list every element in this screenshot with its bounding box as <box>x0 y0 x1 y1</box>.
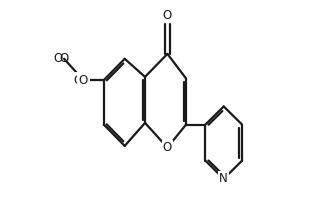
Text: O: O <box>73 74 83 87</box>
Text: O: O <box>163 141 172 154</box>
Text: N: N <box>219 172 228 185</box>
Text: O: O <box>54 52 63 65</box>
Text: O: O <box>60 52 69 65</box>
Text: O: O <box>79 74 88 87</box>
Text: O: O <box>163 9 172 22</box>
